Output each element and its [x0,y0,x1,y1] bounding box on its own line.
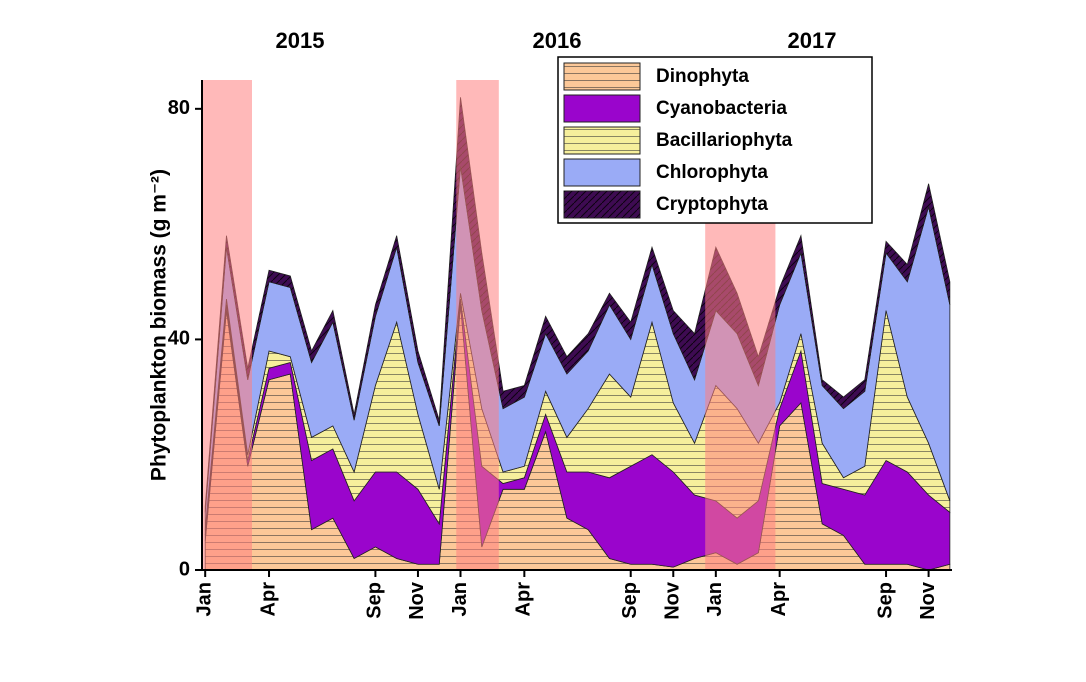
x-tick-label: Jan [193,582,215,616]
x-tick-label: Jan [449,582,471,616]
legend-label: Dinophyta [656,66,749,87]
x-tick-label: Nov [917,581,939,620]
legend-label: Chlorophyta [656,162,768,183]
x-tick-label: Apr [513,582,535,617]
legend-swatch-hatch [564,191,640,218]
x-tick-label: Apr [257,582,279,617]
legend-label: Cryptophyta [656,194,768,215]
x-tick-label: Apr [768,582,790,617]
legend-swatch [563,94,641,123]
y-tick-label: 40 [168,328,190,350]
x-tick-label: Sep [364,582,386,619]
year-label: 2015 [276,28,325,53]
year-label: 2016 [533,28,582,53]
y-tick-label: 0 [179,558,190,580]
highlight-band [456,80,499,570]
x-tick-label: Sep [619,582,641,619]
area-hatch [205,304,950,570]
x-tick-label: Sep [874,582,896,619]
legend-swatch-hatch [564,63,640,90]
legend-label: Cyanobacteria [656,98,787,119]
legend-swatch [563,158,641,187]
highlight-band [202,80,252,570]
x-tick-label: Nov [662,581,684,620]
x-tick-label: Jan [704,582,726,616]
legend-label: Bacillariophyta [656,130,793,151]
y-tick-label: 80 [168,97,190,119]
year-label: 2017 [788,28,837,53]
x-tick-label: Nov [406,581,428,620]
legend-swatch-hatch [564,127,640,154]
y-axis-label: Phytoplankton biomass (g m⁻²) [148,169,171,481]
